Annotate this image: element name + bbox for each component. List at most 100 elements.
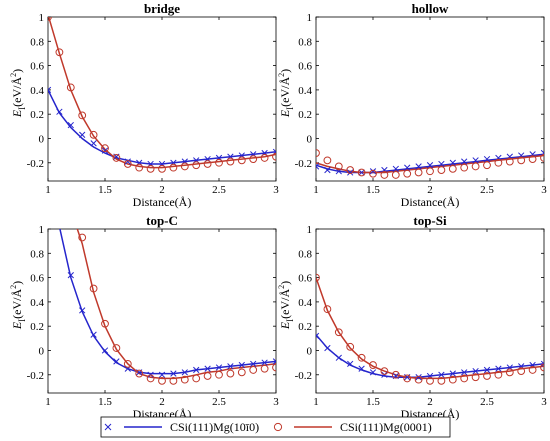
y-tick-label: 0.4: [298, 297, 312, 309]
x-tick-label: 2: [159, 396, 165, 408]
y-tick-label: 0.4: [298, 85, 312, 97]
legend-label: CSi(111)Mg(0001): [340, 420, 432, 434]
data-point-x: [316, 332, 320, 340]
data-point-x: [67, 121, 74, 129]
x-tick-label: 2.5: [212, 396, 226, 408]
x-tick-label: 1.5: [366, 396, 380, 408]
y-tick-label: 0: [307, 345, 313, 357]
data-point-o: [260, 364, 269, 373]
data-point-o: [226, 369, 235, 378]
y-tick-label: 0.8: [30, 36, 44, 48]
data-point-x: [483, 155, 491, 163]
data-point-x: [272, 358, 276, 365]
marker-stroke: [483, 366, 491, 374]
marker-stroke: [67, 121, 74, 129]
y-label-close: ): [10, 281, 24, 285]
data-point-x: [48, 86, 52, 94]
y-label-symbol: E: [10, 321, 24, 330]
y-axis-label: EI(eV/Å2): [277, 281, 295, 330]
x-tick-label: 1: [313, 396, 319, 408]
marker-stroke: [540, 149, 544, 154]
data-point-x: [158, 371, 166, 378]
marker-stroke: [90, 331, 97, 338]
data-point-o: [135, 369, 144, 378]
data-point-x: [113, 358, 120, 365]
marker-stroke: [335, 354, 342, 361]
y-tick-label: -0.2: [295, 370, 312, 382]
y-tick-label: 0.8: [30, 248, 44, 260]
data-point-o: [448, 375, 457, 384]
data-point-x: [124, 158, 131, 165]
data-point-o: [437, 376, 446, 385]
y-label-unit: (eV/Å: [278, 77, 292, 107]
y-label-subscript: I: [285, 107, 295, 110]
data-point-x: [495, 365, 502, 372]
data-point-x: [369, 369, 377, 376]
data-point-x: [250, 360, 257, 367]
data-point-o: [414, 168, 423, 177]
data-point-x: [90, 331, 97, 338]
data-point-o: [346, 342, 355, 351]
x-tick-label: 3: [541, 396, 547, 408]
marker-stroke: [124, 158, 131, 165]
data-point-o: [437, 166, 446, 174]
marker-stroke: [347, 169, 354, 176]
data-point-o: [180, 162, 189, 171]
y-tick-label: 0.2: [298, 321, 312, 333]
data-point-x: [461, 369, 468, 376]
marker-stroke: [204, 365, 211, 372]
marker-stroke: [449, 370, 456, 377]
data-point-x: [415, 374, 422, 381]
marker-stroke: [261, 359, 268, 366]
y-tick-label: 0: [39, 345, 45, 357]
marker-stroke: [272, 148, 276, 153]
data-point-o: [135, 163, 144, 172]
x-tick-label: 2: [427, 396, 433, 408]
plot-area: [316, 273, 544, 385]
data-point-o: [146, 374, 155, 383]
data-point-o: [215, 370, 223, 379]
y-tick-label: -0.2: [295, 158, 312, 170]
data-point-o: [237, 368, 246, 377]
data-point-x: [461, 158, 468, 165]
data-point-o: [203, 372, 212, 380]
data-point-o: [272, 363, 276, 372]
marker-stroke: [461, 369, 468, 376]
y-tick-label: 0.2: [298, 109, 312, 121]
data-point-x: [347, 360, 354, 367]
marker-stroke: [113, 358, 120, 365]
data-point-x: [335, 354, 342, 361]
marker-stroke: [358, 365, 365, 372]
marker-stroke: [170, 370, 177, 377]
x-tick-label: 1: [45, 184, 51, 196]
marker-stroke: [90, 140, 97, 147]
y-tick-label: 1: [39, 12, 45, 24]
data-point-x: [261, 359, 268, 366]
y-tick-label: 0.6: [30, 273, 44, 285]
x-tick-label: 3: [541, 184, 547, 196]
data-point-x: [324, 344, 331, 352]
marker-stroke: [438, 371, 445, 378]
fit-line-mg1010: [48, 89, 276, 165]
marker-stroke: [369, 369, 377, 376]
y-tick-label: 1: [307, 12, 313, 24]
panel-title: bridge: [144, 1, 180, 16]
marker-stroke: [540, 363, 544, 367]
y-tick-label: -0.2: [27, 370, 44, 382]
data-point-o: [483, 161, 491, 170]
data-point-x: [227, 363, 234, 370]
data-point-x: [215, 364, 223, 371]
x-tick-label: 2.5: [480, 396, 494, 408]
panel-title: top-Si: [413, 213, 447, 228]
data-point-o: [505, 368, 514, 377]
data-point-o: [316, 273, 320, 282]
data-point-o: [334, 162, 343, 171]
data-point-o: [403, 169, 412, 178]
data-point-x: [472, 367, 479, 375]
marker-stroke: [324, 344, 331, 352]
marker-stroke: [461, 158, 468, 165]
data-point-o: [391, 171, 400, 179]
y-tick-label: 0.6: [30, 61, 44, 73]
data-point-o: [380, 367, 389, 376]
data-point-o: [89, 130, 98, 139]
